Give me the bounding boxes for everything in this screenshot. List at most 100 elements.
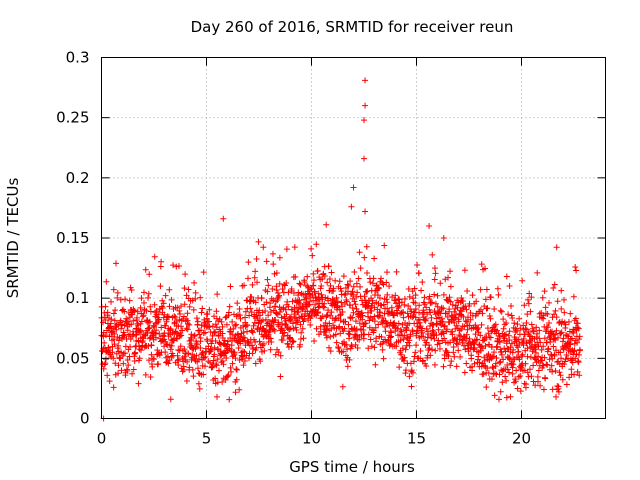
- data-point: [146, 318, 153, 325]
- data-point: [361, 117, 367, 124]
- data-point: [248, 342, 255, 349]
- data-point: [337, 285, 344, 292]
- data-point: [570, 329, 577, 336]
- data-point: [412, 305, 419, 312]
- data-point: [419, 329, 426, 336]
- data-point: [388, 329, 395, 336]
- data-point: [372, 361, 379, 368]
- data-point: [534, 269, 541, 276]
- data-point: [357, 265, 364, 272]
- data-point: [437, 280, 444, 287]
- data-point: [241, 337, 248, 344]
- data-point: [375, 285, 382, 292]
- data-point: [561, 361, 568, 368]
- data-point: [494, 285, 501, 292]
- data-point: [493, 355, 500, 362]
- data-point: [296, 297, 303, 304]
- data-point: [252, 338, 259, 345]
- data-point: [430, 321, 437, 328]
- data-point: [362, 102, 369, 109]
- data-point: [346, 331, 353, 338]
- data-point: [301, 296, 308, 303]
- data-point: [260, 244, 267, 251]
- data-point: [134, 308, 141, 315]
- data-point: [566, 340, 573, 347]
- data-point: [212, 328, 219, 335]
- data-point: [535, 367, 542, 374]
- data-point: [285, 303, 292, 310]
- data-point: [479, 310, 486, 317]
- data-point: [418, 287, 425, 294]
- data-point: [572, 355, 579, 362]
- data-point: [233, 321, 240, 328]
- data-point: [124, 318, 131, 325]
- data-point: [140, 289, 147, 296]
- data-point: [441, 335, 448, 342]
- data-point: [561, 296, 568, 303]
- data-point: [187, 341, 194, 348]
- data-point: [412, 292, 419, 299]
- data-point: [151, 253, 158, 260]
- data-point: [434, 292, 441, 299]
- data-point: [105, 324, 112, 331]
- data-point: [149, 355, 156, 362]
- data-point: [435, 326, 442, 333]
- data-point: [155, 311, 162, 318]
- data-point: [161, 311, 168, 318]
- data-point: [157, 283, 164, 290]
- data-point: [151, 301, 158, 308]
- data-point: [239, 353, 246, 360]
- data-point: [162, 349, 169, 356]
- data-point: [451, 335, 458, 342]
- data-point: [113, 326, 120, 333]
- data-point: [257, 358, 264, 365]
- data-point: [493, 344, 500, 351]
- data-point: [528, 294, 535, 301]
- data-point: [284, 298, 291, 305]
- data-point: [279, 286, 286, 293]
- data-point: [553, 244, 560, 251]
- data-point: [510, 346, 517, 353]
- data-point: [245, 259, 252, 266]
- data-point: [369, 297, 376, 304]
- data-point: [195, 365, 202, 372]
- data-point: [319, 313, 326, 320]
- data-point: [115, 337, 122, 344]
- data-point: [259, 342, 266, 349]
- data-point: [298, 290, 305, 297]
- data-point: [350, 309, 357, 316]
- data-point: [102, 316, 109, 323]
- data-point: [257, 312, 264, 319]
- data-point: [423, 362, 430, 369]
- data-point: [521, 302, 528, 309]
- data-point: [432, 270, 439, 277]
- data-point: [551, 311, 558, 318]
- data-point: [501, 345, 508, 352]
- data-point: [233, 366, 240, 373]
- data-point: [359, 312, 366, 319]
- data-point: [423, 325, 430, 332]
- data-point: [112, 260, 119, 267]
- data-point: [470, 340, 477, 347]
- data-point: [147, 374, 154, 381]
- data-point: [317, 323, 324, 330]
- data-point: [138, 318, 145, 325]
- data-point: [121, 350, 128, 357]
- data-point: [323, 221, 330, 228]
- data-point: [449, 331, 456, 338]
- data-point: [350, 283, 357, 290]
- data-point: [222, 350, 229, 357]
- data-point: [440, 235, 447, 241]
- data-point: [495, 338, 502, 345]
- data-point: [199, 305, 206, 312]
- data-point: [121, 308, 128, 315]
- data-point: [397, 337, 404, 344]
- data-point: [376, 294, 383, 301]
- data-point: [214, 393, 220, 400]
- data-point: [523, 381, 530, 388]
- data-point: [351, 298, 358, 305]
- data-point: [252, 299, 259, 306]
- data-point: [438, 315, 445, 322]
- data-point: [440, 363, 447, 370]
